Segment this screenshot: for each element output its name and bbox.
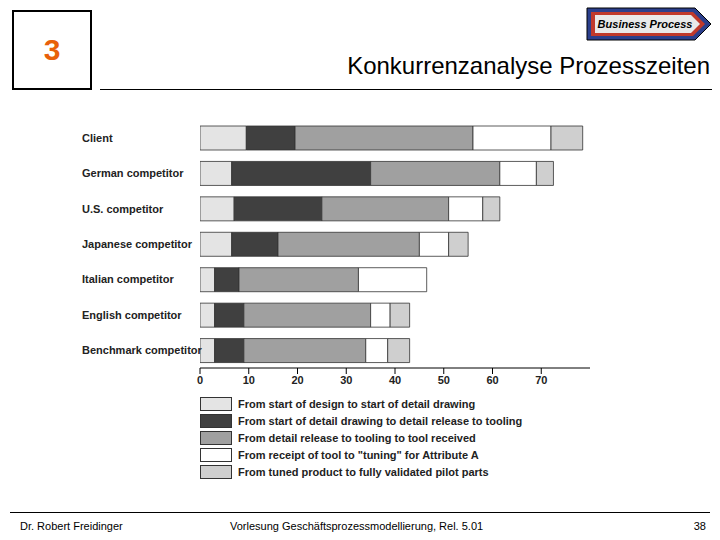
html-text:From receipt of tool to "tunin: From receipt of tool to "tuning" for Att… xyxy=(238,448,479,461)
svg-text:0: 0 xyxy=(197,374,203,386)
html-text:Dr. Robert Freidinger: Dr. Robert Freidinger xyxy=(20,520,123,532)
svg-text:60: 60 xyxy=(486,374,498,386)
svg-text:English competitor: English competitor xyxy=(82,309,182,321)
svg-text:Business Process: Business Process xyxy=(598,18,693,30)
svg-text:10: 10 xyxy=(243,374,255,386)
html-text:Konkurrenzanalyse Prozesszeite: Konkurrenzanalyse Prozesszeiten xyxy=(347,52,710,79)
svg-text:40: 40 xyxy=(389,374,401,386)
svg-text:German competitor: German competitor xyxy=(82,167,184,179)
html-text:From detail release to tooling: From detail release to tooling to tool r… xyxy=(238,431,476,444)
html-text:From start of detail drawing t: From start of detail drawing to detail r… xyxy=(238,414,523,427)
svg-text:50: 50 xyxy=(438,374,450,386)
html-text:3: 3 xyxy=(43,33,61,66)
svg-text:Client: Client xyxy=(82,132,113,144)
svg-text:Benchmark competitor: Benchmark competitor xyxy=(82,344,203,356)
html-text:38: 38 xyxy=(693,520,706,532)
svg-text:U.S. competitor: U.S. competitor xyxy=(82,203,164,215)
svg-text:Italian competitor: Italian competitor xyxy=(82,273,174,285)
html-text:From start of design to start: From start of design to start of detail … xyxy=(238,397,476,410)
html-text:From tuned product to fully va: From tuned product to fully validated pi… xyxy=(238,465,489,478)
svg-text:70: 70 xyxy=(535,374,547,386)
svg-text:30: 30 xyxy=(340,374,352,386)
svg-text:20: 20 xyxy=(291,374,303,386)
html-text:Vorlesung Geschäftsprozessmode: Vorlesung Geschäftsprozessmodellierung, … xyxy=(230,520,484,532)
svg-text:Japanese competitor: Japanese competitor xyxy=(82,238,193,250)
